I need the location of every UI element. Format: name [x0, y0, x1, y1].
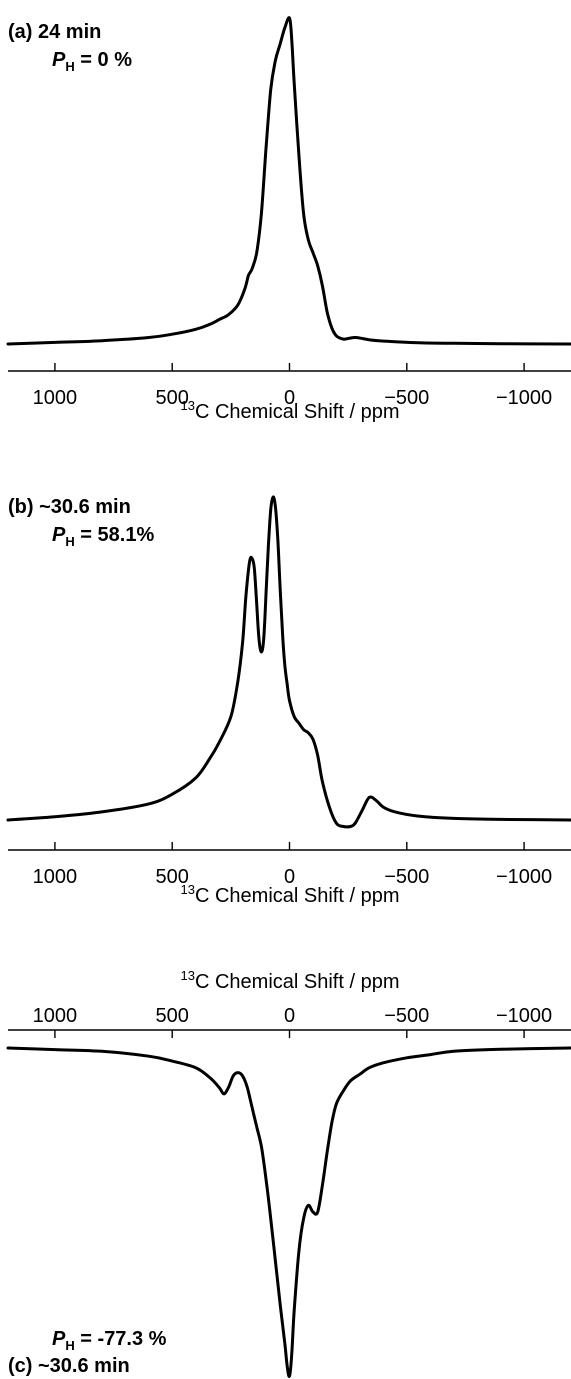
panel-b-spectrum-trace: [8, 497, 571, 827]
panel-b-plot: [8, 497, 571, 827]
x-tick-label: −1000: [496, 387, 552, 409]
panel-c-label: (c) ~30.6 min: [8, 1355, 130, 1377]
panel-a-label: (a) 24 min: [8, 21, 101, 43]
x-tick-label: −1000: [496, 866, 552, 888]
panel-a: (a) 24 min PH = 0 % 1000 500 0 −500 −1000 13…: [8, 18, 571, 423]
panel-b-x-axis: 1000 500 0 −500 −1000: [8, 842, 571, 888]
panel-b-polarization: PH = 58.1%: [52, 524, 154, 549]
panel-a-x-axis-title: 13C Chemical Shift / ppm: [181, 398, 400, 423]
panel-c-x-axis: 1000 500 0 −500 −1000: [8, 1005, 571, 1038]
x-tick-label: −1000: [496, 1005, 552, 1027]
x-tick-label: −500: [384, 1005, 429, 1027]
panel-c: 13C Chemical Shift / ppm 1000 500 0 −500 −10…: [8, 968, 571, 1377]
panel-c-polarization: PH = -77.3 %: [52, 1328, 167, 1353]
x-tick-label: 500: [156, 1005, 189, 1027]
panel-b-x-axis-title: 13C Chemical Shift / ppm: [181, 882, 400, 907]
x-tick-label: 1000: [33, 387, 78, 409]
x-tick-label: 1000: [33, 866, 78, 888]
panel-a-polarization: PH = 0 %: [52, 49, 132, 74]
panel-b-label: (b) ~30.6 min: [8, 496, 131, 518]
panel-b: (b) ~30.6 min PH = 58.1% 1000 500 0 −500 −10…: [8, 496, 571, 907]
x-tick-label: 0: [284, 1005, 295, 1027]
panel-c-x-axis-title: 13C Chemical Shift / ppm: [181, 968, 400, 993]
x-tick-label: 1000: [33, 1005, 78, 1027]
